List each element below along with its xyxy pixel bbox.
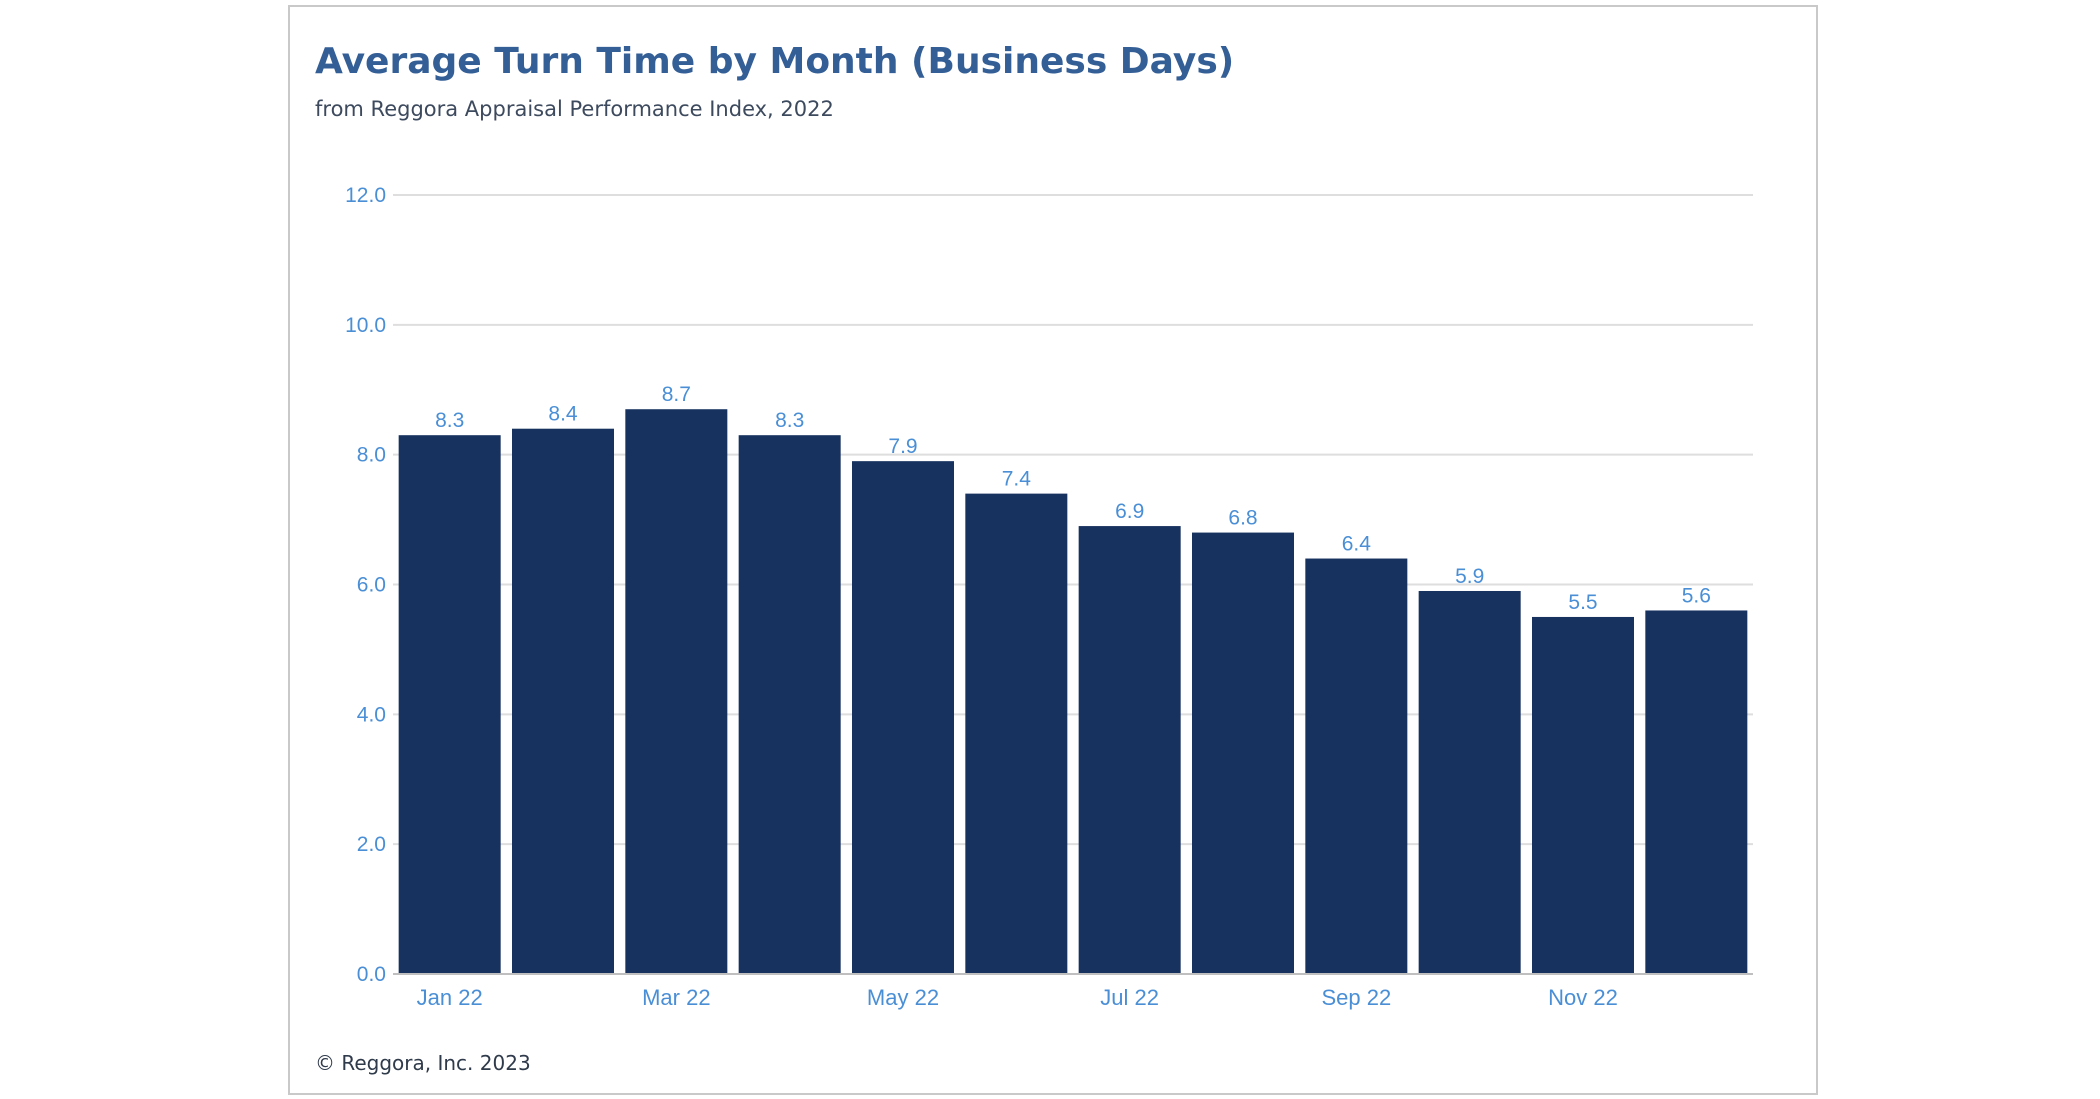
data-label: 8.4 — [548, 403, 578, 426]
x-tick-label: Jul 22 — [1100, 985, 1159, 1010]
data-label: 8.7 — [662, 383, 691, 406]
bar — [1418, 590, 1521, 974]
x-tick-label: Mar 22 — [642, 985, 710, 1010]
data-label: 5.6 — [1682, 584, 1711, 607]
chart-card: Average Turn Time by Month (Business Day… — [288, 5, 1818, 1095]
x-tick-label: May 22 — [867, 985, 939, 1010]
bar — [1305, 558, 1408, 974]
bar-chart: 0.0 2.0 4.0 6.0 8.0 10.0 12.0 8.3 Jan 22 8.4 8.7 Ma… — [345, 184, 1753, 1010]
bar — [738, 435, 841, 975]
bar — [1078, 526, 1181, 974]
y-tick-label: 6.0 — [357, 574, 386, 597]
data-label: 8.3 — [775, 409, 804, 432]
data-label: 6.4 — [1342, 533, 1372, 556]
bar — [512, 428, 614, 974]
x-tick-label: Nov 22 — [1548, 985, 1618, 1010]
bar — [398, 435, 501, 975]
bar — [965, 493, 1068, 974]
chart-subtitle: from Reggora Appraisal Performance Index… — [315, 97, 834, 121]
data-label: 5.9 — [1455, 565, 1484, 588]
chart-title: Average Turn Time by Month (Business Day… — [315, 41, 1235, 82]
x-tick-label: Jan 22 — [417, 985, 483, 1010]
data-label: 6.9 — [1115, 500, 1144, 523]
y-tick-label: 4.0 — [357, 703, 386, 726]
y-tick-label: 12.0 — [345, 184, 386, 207]
x-tick-label: Sep 22 — [1321, 985, 1391, 1010]
data-label: 7.4 — [1002, 468, 1032, 491]
data-label: 5.5 — [1568, 591, 1597, 614]
bar — [852, 461, 954, 974]
bar — [1532, 616, 1634, 974]
y-tick-label: 0.0 — [357, 963, 386, 986]
data-label: 6.8 — [1228, 507, 1257, 530]
copyright-footer: © Reggora, Inc. 2023 — [315, 1051, 531, 1075]
y-tick-label: 2.0 — [357, 833, 386, 856]
y-tick-label: 8.0 — [357, 444, 386, 467]
y-tick-label: 10.0 — [345, 314, 386, 337]
bar — [1645, 610, 1748, 974]
data-label: 7.9 — [888, 435, 917, 458]
data-label: 8.3 — [435, 409, 464, 432]
bar — [1192, 532, 1294, 974]
bar — [625, 409, 728, 975]
